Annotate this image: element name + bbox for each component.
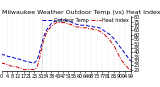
Legend: Outdoor Temp, Heat Index: Outdoor Temp, Heat Index: [42, 18, 129, 23]
Text: Milwaukee Weather Outdoor Temp (vs) Heat Index per Minute (Last 24 Hours): Milwaukee Weather Outdoor Temp (vs) Heat…: [2, 10, 160, 15]
